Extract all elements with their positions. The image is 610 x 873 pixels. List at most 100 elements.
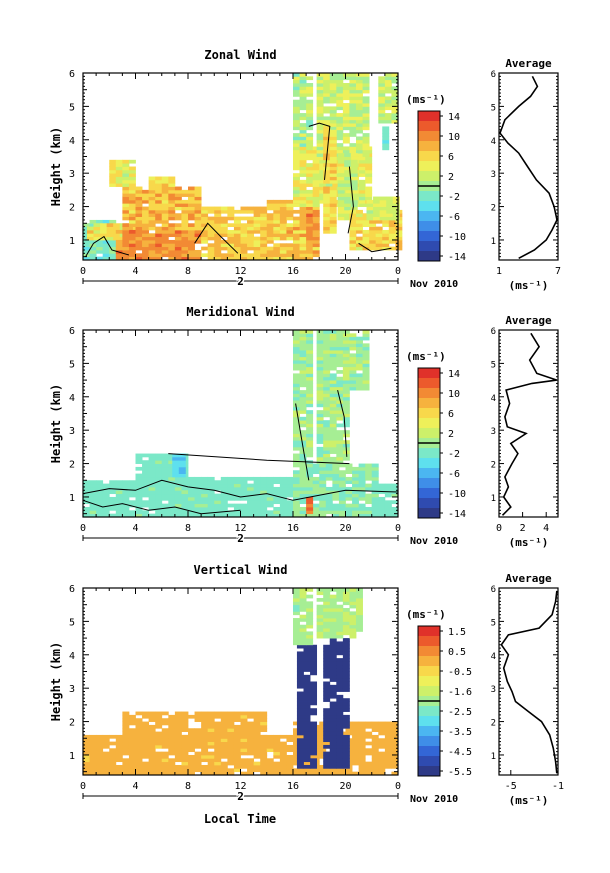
heatmap-cell (109, 239, 117, 244)
heatmap-cell (168, 738, 176, 743)
heatmap-cell (247, 226, 255, 231)
heatmap-cell (336, 353, 344, 358)
heatmap-cell (329, 143, 337, 147)
heatmap-cell (122, 721, 130, 726)
heatmap-cell (319, 510, 327, 515)
heatmap-cell (299, 466, 307, 471)
heatmap-cell (342, 651, 350, 656)
heatmap-cell (220, 714, 228, 719)
heatmap-cell (181, 493, 189, 498)
heatmap-cell (148, 236, 156, 241)
heatmap-cell (299, 229, 307, 234)
heatmap-cell (142, 473, 150, 478)
heatmap-cell (115, 179, 123, 184)
heatmap-cell (201, 503, 209, 508)
heatmap-cell (349, 223, 357, 228)
heatmap-cell (356, 353, 363, 358)
heatmap-cell (155, 236, 163, 241)
heatmap-cell (299, 203, 307, 207)
heatmap-cell (329, 163, 337, 167)
colorbar-swatch (418, 428, 440, 439)
heatmap-cell (109, 751, 117, 756)
heatmap-cell (260, 243, 268, 248)
heatmap-cell (349, 106, 357, 111)
heatmap-cell (323, 143, 331, 147)
heatmap-cell (316, 336, 324, 341)
heatmap-cell (323, 644, 331, 649)
heatmap-cell (178, 456, 186, 461)
heatmap-cell (306, 443, 314, 448)
heatmap-cell (194, 206, 202, 211)
heatmap-cell (384, 731, 392, 736)
heatmap-cell (220, 744, 228, 749)
heatmap-cell (336, 764, 344, 769)
heatmap-cell (338, 169, 346, 174)
heatmap-cell (319, 500, 327, 505)
colorbar-unit: (ms⁻¹) (406, 350, 446, 363)
heatmap-cell (306, 330, 314, 334)
heatmap-cell (358, 724, 366, 729)
heatmap-cell (306, 486, 314, 491)
heatmap-cell (356, 386, 363, 391)
heatmap-cell (220, 751, 228, 756)
heatmap-cell (148, 223, 156, 228)
heatmap-cell (155, 189, 163, 194)
heatmap-cell (310, 711, 318, 716)
profile-x-tick-label: 2 (520, 523, 526, 534)
heatmap-cell (115, 253, 123, 258)
heatmap-cell (352, 731, 360, 736)
heatmap-cell (247, 768, 255, 773)
heatmap-cell (369, 236, 377, 241)
heatmap-cell (391, 96, 399, 101)
heatmap-cell (299, 129, 307, 134)
heatmap-cell (201, 748, 209, 753)
heatmap-cell (273, 754, 281, 759)
heatmap-cell (83, 236, 90, 241)
heatmap-cell (371, 513, 379, 518)
heatmap-cell (303, 651, 311, 656)
heatmap-cell (366, 203, 374, 207)
heatmap-cell (161, 193, 169, 197)
heatmap-cell (168, 206, 176, 211)
heatmap-cell (207, 734, 215, 739)
heatmap-cell (323, 166, 331, 171)
heatmap-cell (240, 223, 248, 228)
heatmap-cell (135, 506, 143, 511)
heatmap-cell (194, 476, 202, 481)
heatmap-cell (358, 463, 366, 468)
heatmap-cell (303, 681, 311, 686)
heatmap-cell (253, 490, 261, 495)
heatmap-cell (356, 608, 363, 612)
heatmap-cell (336, 460, 344, 464)
heatmap-cell (142, 476, 150, 481)
heatmap-cell (142, 470, 150, 474)
heatmap-cell (358, 751, 366, 756)
heatmap-cell (336, 79, 344, 84)
heatmap-cell (142, 513, 150, 518)
heatmap-cell (142, 500, 150, 505)
heatmap-cell (135, 728, 143, 732)
heatmap-cell (128, 493, 136, 498)
heatmap-cell (384, 116, 392, 121)
heatmap-cell (233, 768, 241, 773)
heatmap-cell (323, 383, 331, 388)
heatmap-cell (306, 588, 314, 592)
heatmap-cell (168, 239, 176, 244)
heatmap-cell (299, 510, 307, 515)
heatmap-cell (296, 744, 304, 749)
y-tick-label: 5 (69, 102, 75, 113)
heatmap-cell (240, 748, 248, 753)
heatmap-cell (316, 96, 324, 101)
heatmap-cell (227, 480, 235, 485)
colorbar-unit: (ms⁻¹) (406, 608, 446, 621)
heatmap-cell (155, 486, 163, 491)
heatmap-cell (115, 738, 123, 743)
heatmap-cell (207, 714, 215, 719)
heatmap-cell (365, 473, 373, 478)
heatmap-cell (329, 711, 337, 716)
heatmap-cell (174, 189, 182, 194)
heatmap-cell (362, 370, 370, 374)
heatmap-cell (286, 216, 294, 221)
heatmap-cell (329, 721, 337, 726)
heatmap-cell (113, 223, 121, 228)
